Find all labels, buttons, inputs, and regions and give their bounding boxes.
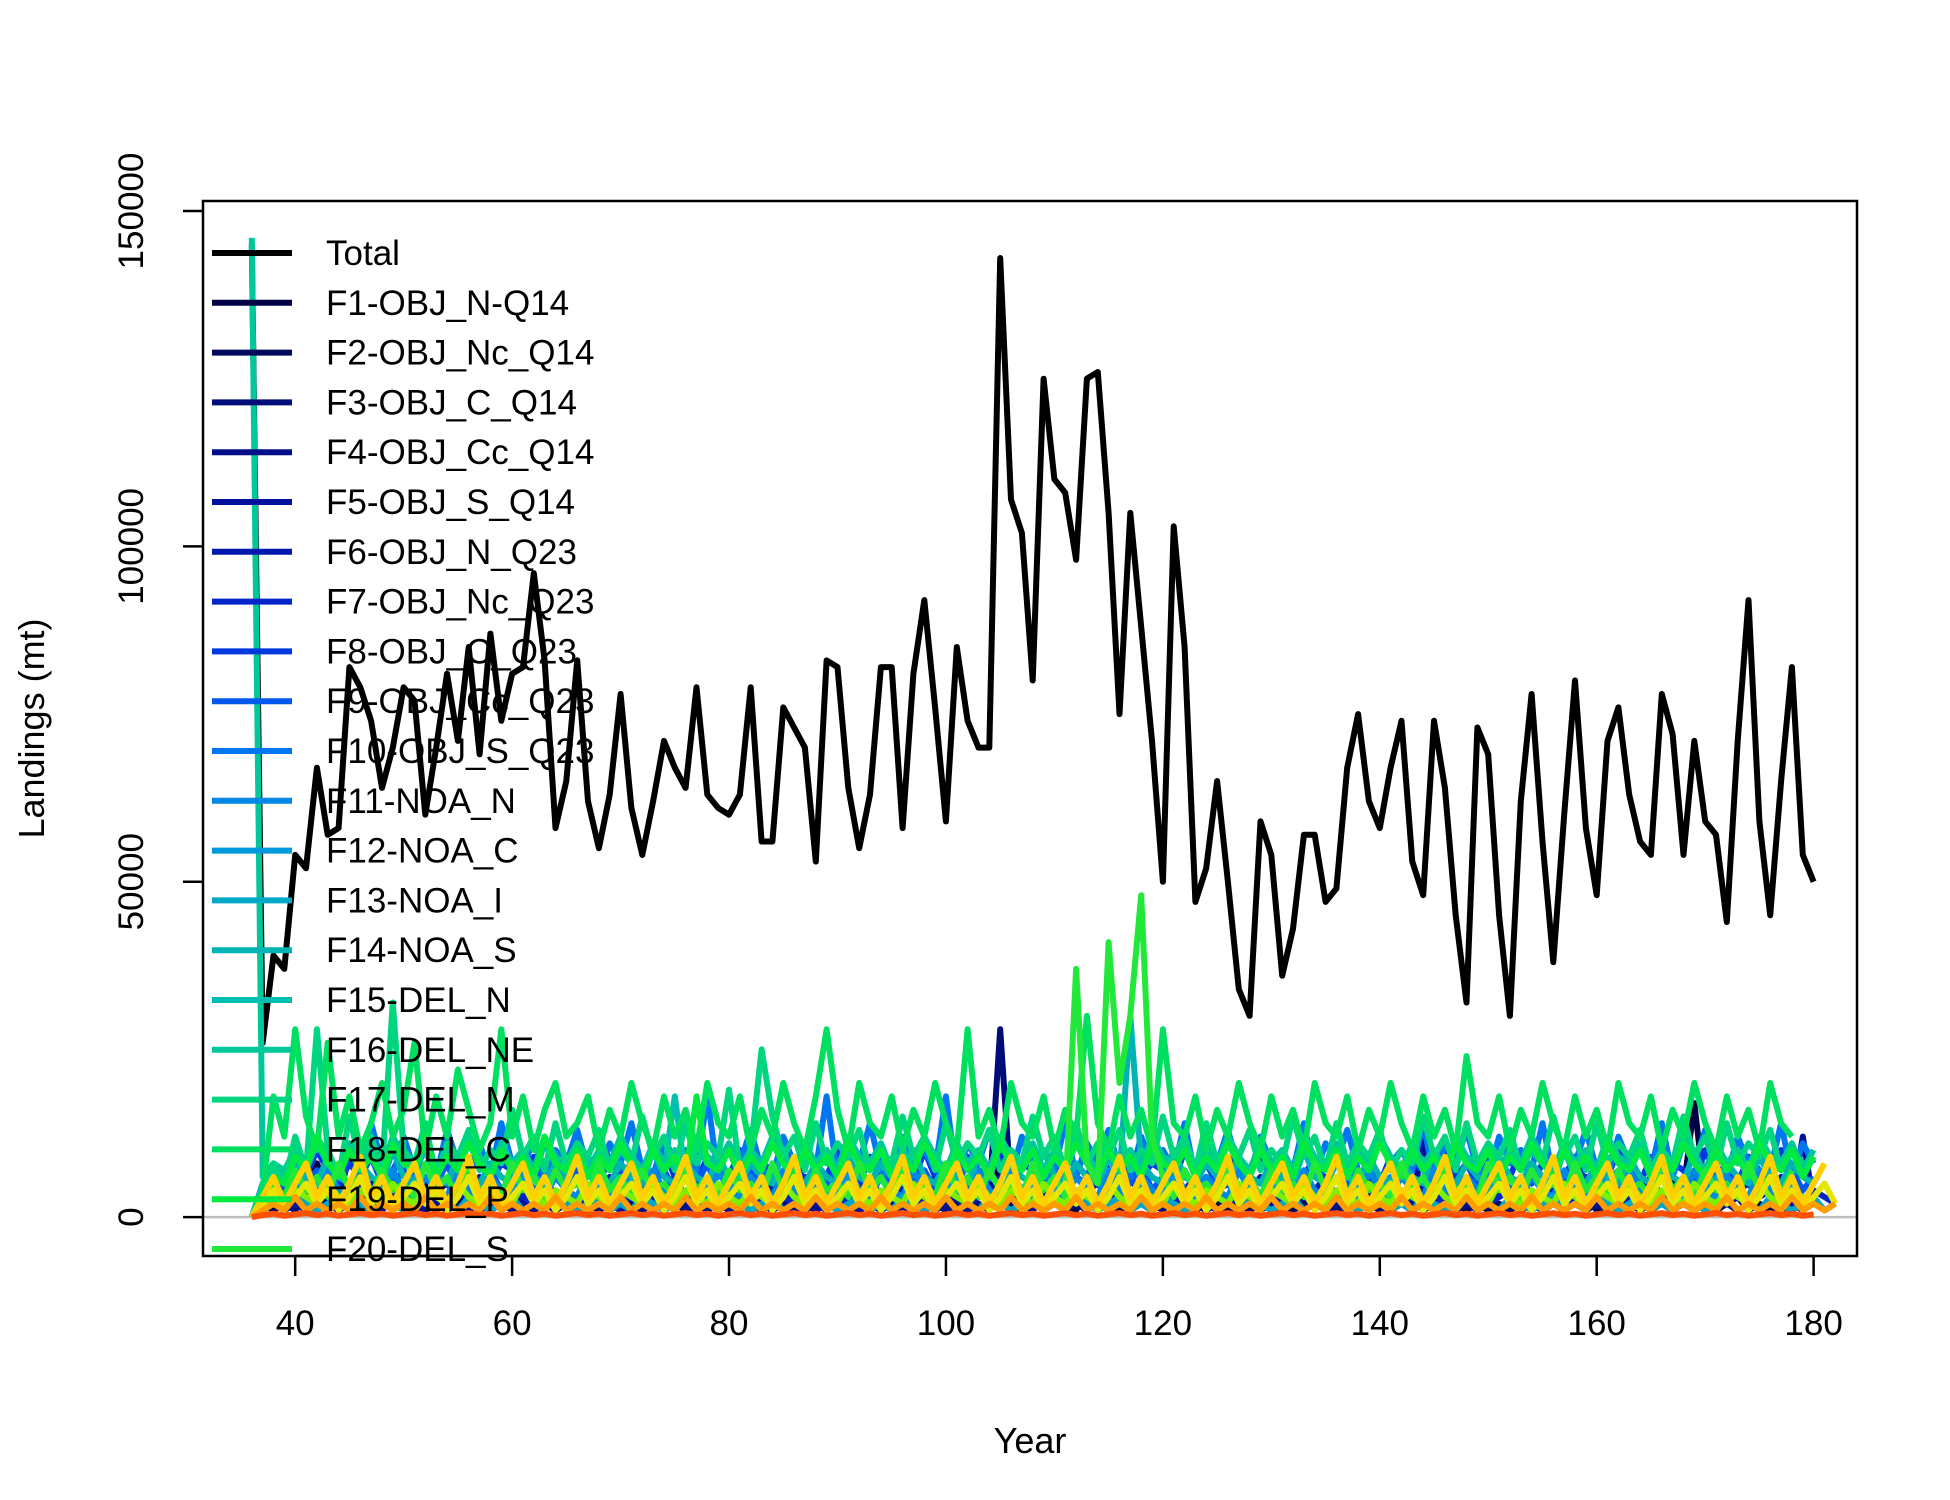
legend-label: F11-NOA_N [326, 782, 516, 821]
x-tick-label: 120 [1134, 1304, 1192, 1343]
y-tick-label: 100000 [112, 488, 151, 605]
legend-label: Total [326, 234, 400, 273]
legend-label: F14-NOA_S [326, 931, 517, 970]
legend: Total F1-OBJ_N-Q14 F2-OBJ_Nc_Q14 F3-OBJ_C_Q… [212, 234, 594, 1269]
legend-label: F12-NOA_C [326, 832, 519, 871]
legend-label: F5-OBJ_S_Q14 [326, 483, 575, 522]
y-axis: 0 50000 100000 150000 [112, 153, 203, 1227]
series-line-unlabeled-24 [250, 1194, 1837, 1220]
legend-label: F18-DEL_C [326, 1130, 511, 1169]
legend-label: F10-OBJ_S_Q23 [326, 732, 594, 771]
y-axis-title: Landings (mt) [11, 618, 52, 838]
y-tick-label: 0 [112, 1207, 151, 1226]
legend-label: F20-DEL_S [326, 1230, 509, 1269]
series-line-f18-del-c [249, 1012, 1795, 1219]
legend-label: F17-DEL_M [326, 1081, 515, 1120]
legend-label: F7-OBJ_Nc_Q23 [326, 583, 594, 622]
legend-label: F4-OBJ_Cc_Q14 [326, 433, 594, 472]
x-tick-label: 100 [917, 1304, 975, 1343]
x-tick-label: 40 [276, 1304, 315, 1343]
legend-label: F13-NOA_I [326, 881, 503, 920]
legend-label: F6-OBJ_N_Q23 [326, 533, 577, 572]
legend-label: F19-DEL_P [326, 1180, 509, 1219]
x-tick-label: 160 [1567, 1304, 1625, 1343]
x-axis: 40 60 80 100 120 140 160 180 [276, 1254, 1843, 1343]
x-tick-label: 80 [710, 1304, 749, 1343]
x-axis-title: Year [994, 1420, 1067, 1461]
legend-label: F8-OBJ_C_Q23 [326, 632, 577, 671]
legend-label: F9-OBJ_Cc_Q23 [326, 682, 594, 721]
x-tick-label: 180 [1784, 1304, 1842, 1343]
legend-label: F3-OBJ_C_Q14 [326, 383, 577, 422]
y-tick-label: 50000 [112, 833, 151, 930]
x-tick-label: 140 [1351, 1304, 1409, 1343]
legend-label: F1-OBJ_N-Q14 [326, 284, 569, 323]
legend-label: F16-DEL_NE [326, 1031, 534, 1070]
series-line-unlabeled-23 [249, 1153, 1828, 1219]
legend-label: F2-OBJ_Nc_Q14 [326, 334, 594, 373]
legend-label: F15-DEL_N [326, 981, 511, 1020]
series-lines [248, 237, 1838, 1221]
x-tick-label: 60 [493, 1304, 532, 1343]
series-line-unlabeled-25 [251, 1210, 1814, 1221]
series-line-total [248, 244, 1817, 1046]
y-tick-label: 150000 [112, 153, 151, 270]
